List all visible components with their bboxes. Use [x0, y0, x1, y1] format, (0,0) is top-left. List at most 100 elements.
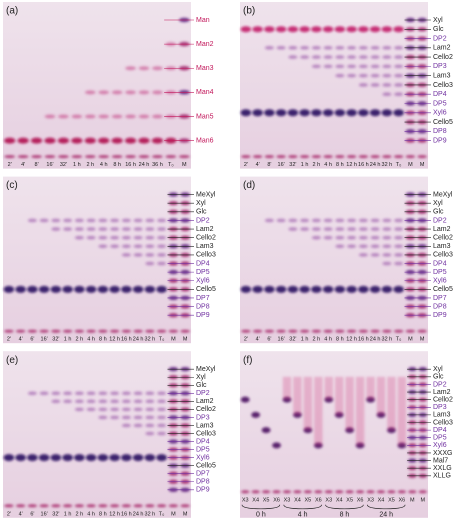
lane-label: 2 h [313, 162, 321, 168]
band [347, 244, 357, 249]
origin-spot [109, 504, 120, 508]
origin-spot [86, 504, 96, 508]
band [322, 285, 334, 293]
band [394, 92, 404, 97]
origin-spot [288, 329, 298, 333]
band [358, 55, 368, 59]
band [133, 227, 143, 231]
origin-spot [251, 490, 260, 494]
lane-label: 32' [60, 162, 67, 168]
band [62, 454, 73, 462]
lane-label: 16 h [358, 337, 369, 343]
band [98, 227, 108, 231]
band [30, 137, 43, 144]
band [393, 285, 404, 293]
origin-spot [4, 504, 14, 508]
band [145, 244, 155, 249]
band [240, 285, 252, 293]
origin-spot [168, 504, 179, 508]
lane-label: 16 h [358, 162, 369, 168]
band [86, 227, 96, 231]
origin-spot [346, 155, 357, 159]
band [17, 137, 29, 144]
marker-label: Cello5 [433, 119, 453, 126]
band [311, 55, 321, 59]
band [358, 253, 368, 257]
band [44, 137, 56, 144]
band [121, 235, 131, 240]
smear [293, 376, 302, 415]
band [132, 454, 144, 462]
band [335, 73, 345, 78]
band [370, 73, 380, 78]
band [382, 64, 392, 69]
band [288, 218, 298, 223]
band [138, 66, 150, 71]
band [39, 218, 49, 223]
panel-label: (f) [243, 355, 252, 366]
origin-spot [168, 329, 179, 333]
lane-label: 1 h [301, 162, 309, 168]
marker-label: Xyl [433, 200, 443, 207]
band [288, 227, 298, 231]
band [85, 285, 97, 293]
lane-label: T₀ [396, 162, 402, 168]
marker-label: Lam2 [433, 389, 451, 396]
lane-label: 4' [256, 162, 260, 168]
band [110, 391, 120, 396]
lane-label: X6 [315, 497, 322, 503]
origin-spot [98, 504, 108, 508]
band [394, 83, 404, 87]
lane-label: 8 h [336, 162, 344, 168]
band [261, 427, 271, 434]
origin-spot [145, 329, 155, 333]
band [51, 391, 61, 396]
band [382, 218, 392, 223]
marker-label: Man4 [196, 89, 214, 96]
band [335, 235, 345, 240]
panel-label: (c) [6, 180, 18, 191]
band [347, 227, 357, 231]
band [369, 285, 381, 293]
band [157, 261, 167, 266]
marker-label: DP5 [196, 446, 210, 453]
marker-label: Lam3 [433, 243, 451, 250]
band [311, 26, 322, 33]
band [109, 285, 120, 293]
origin-spot [370, 155, 380, 159]
band [300, 227, 310, 231]
marker-label: DP5 [433, 269, 447, 276]
band [86, 235, 96, 240]
marker-label: DP8 [433, 303, 447, 310]
lane-label: 16 h [121, 511, 132, 517]
smear [397, 376, 407, 446]
marker-label: Xyl6 [433, 110, 447, 117]
band [121, 285, 132, 293]
band [110, 227, 120, 231]
band [358, 218, 368, 223]
band [157, 431, 167, 436]
lane-label: 8 h [99, 337, 107, 343]
origin-spot [180, 504, 190, 508]
origin-spot [393, 155, 404, 159]
origin-spot [133, 504, 143, 508]
origin-spot [62, 504, 73, 508]
lane-label: 2' [8, 162, 12, 168]
lane-label: 4' [256, 337, 260, 343]
band [335, 46, 345, 50]
origin-spot [121, 329, 132, 333]
marker-label: DP8 [433, 128, 447, 135]
band [38, 454, 50, 462]
marker-label: Xyl [196, 374, 206, 381]
band [382, 227, 392, 231]
band [288, 55, 298, 59]
lane-label: 16' [41, 337, 48, 343]
band [275, 109, 287, 117]
band [252, 109, 263, 117]
lane-label: M [183, 337, 188, 343]
group-brace [325, 504, 364, 510]
band [27, 391, 37, 396]
origin-spot [355, 490, 365, 494]
marker-label: Cello3 [196, 252, 216, 259]
band [358, 83, 368, 87]
